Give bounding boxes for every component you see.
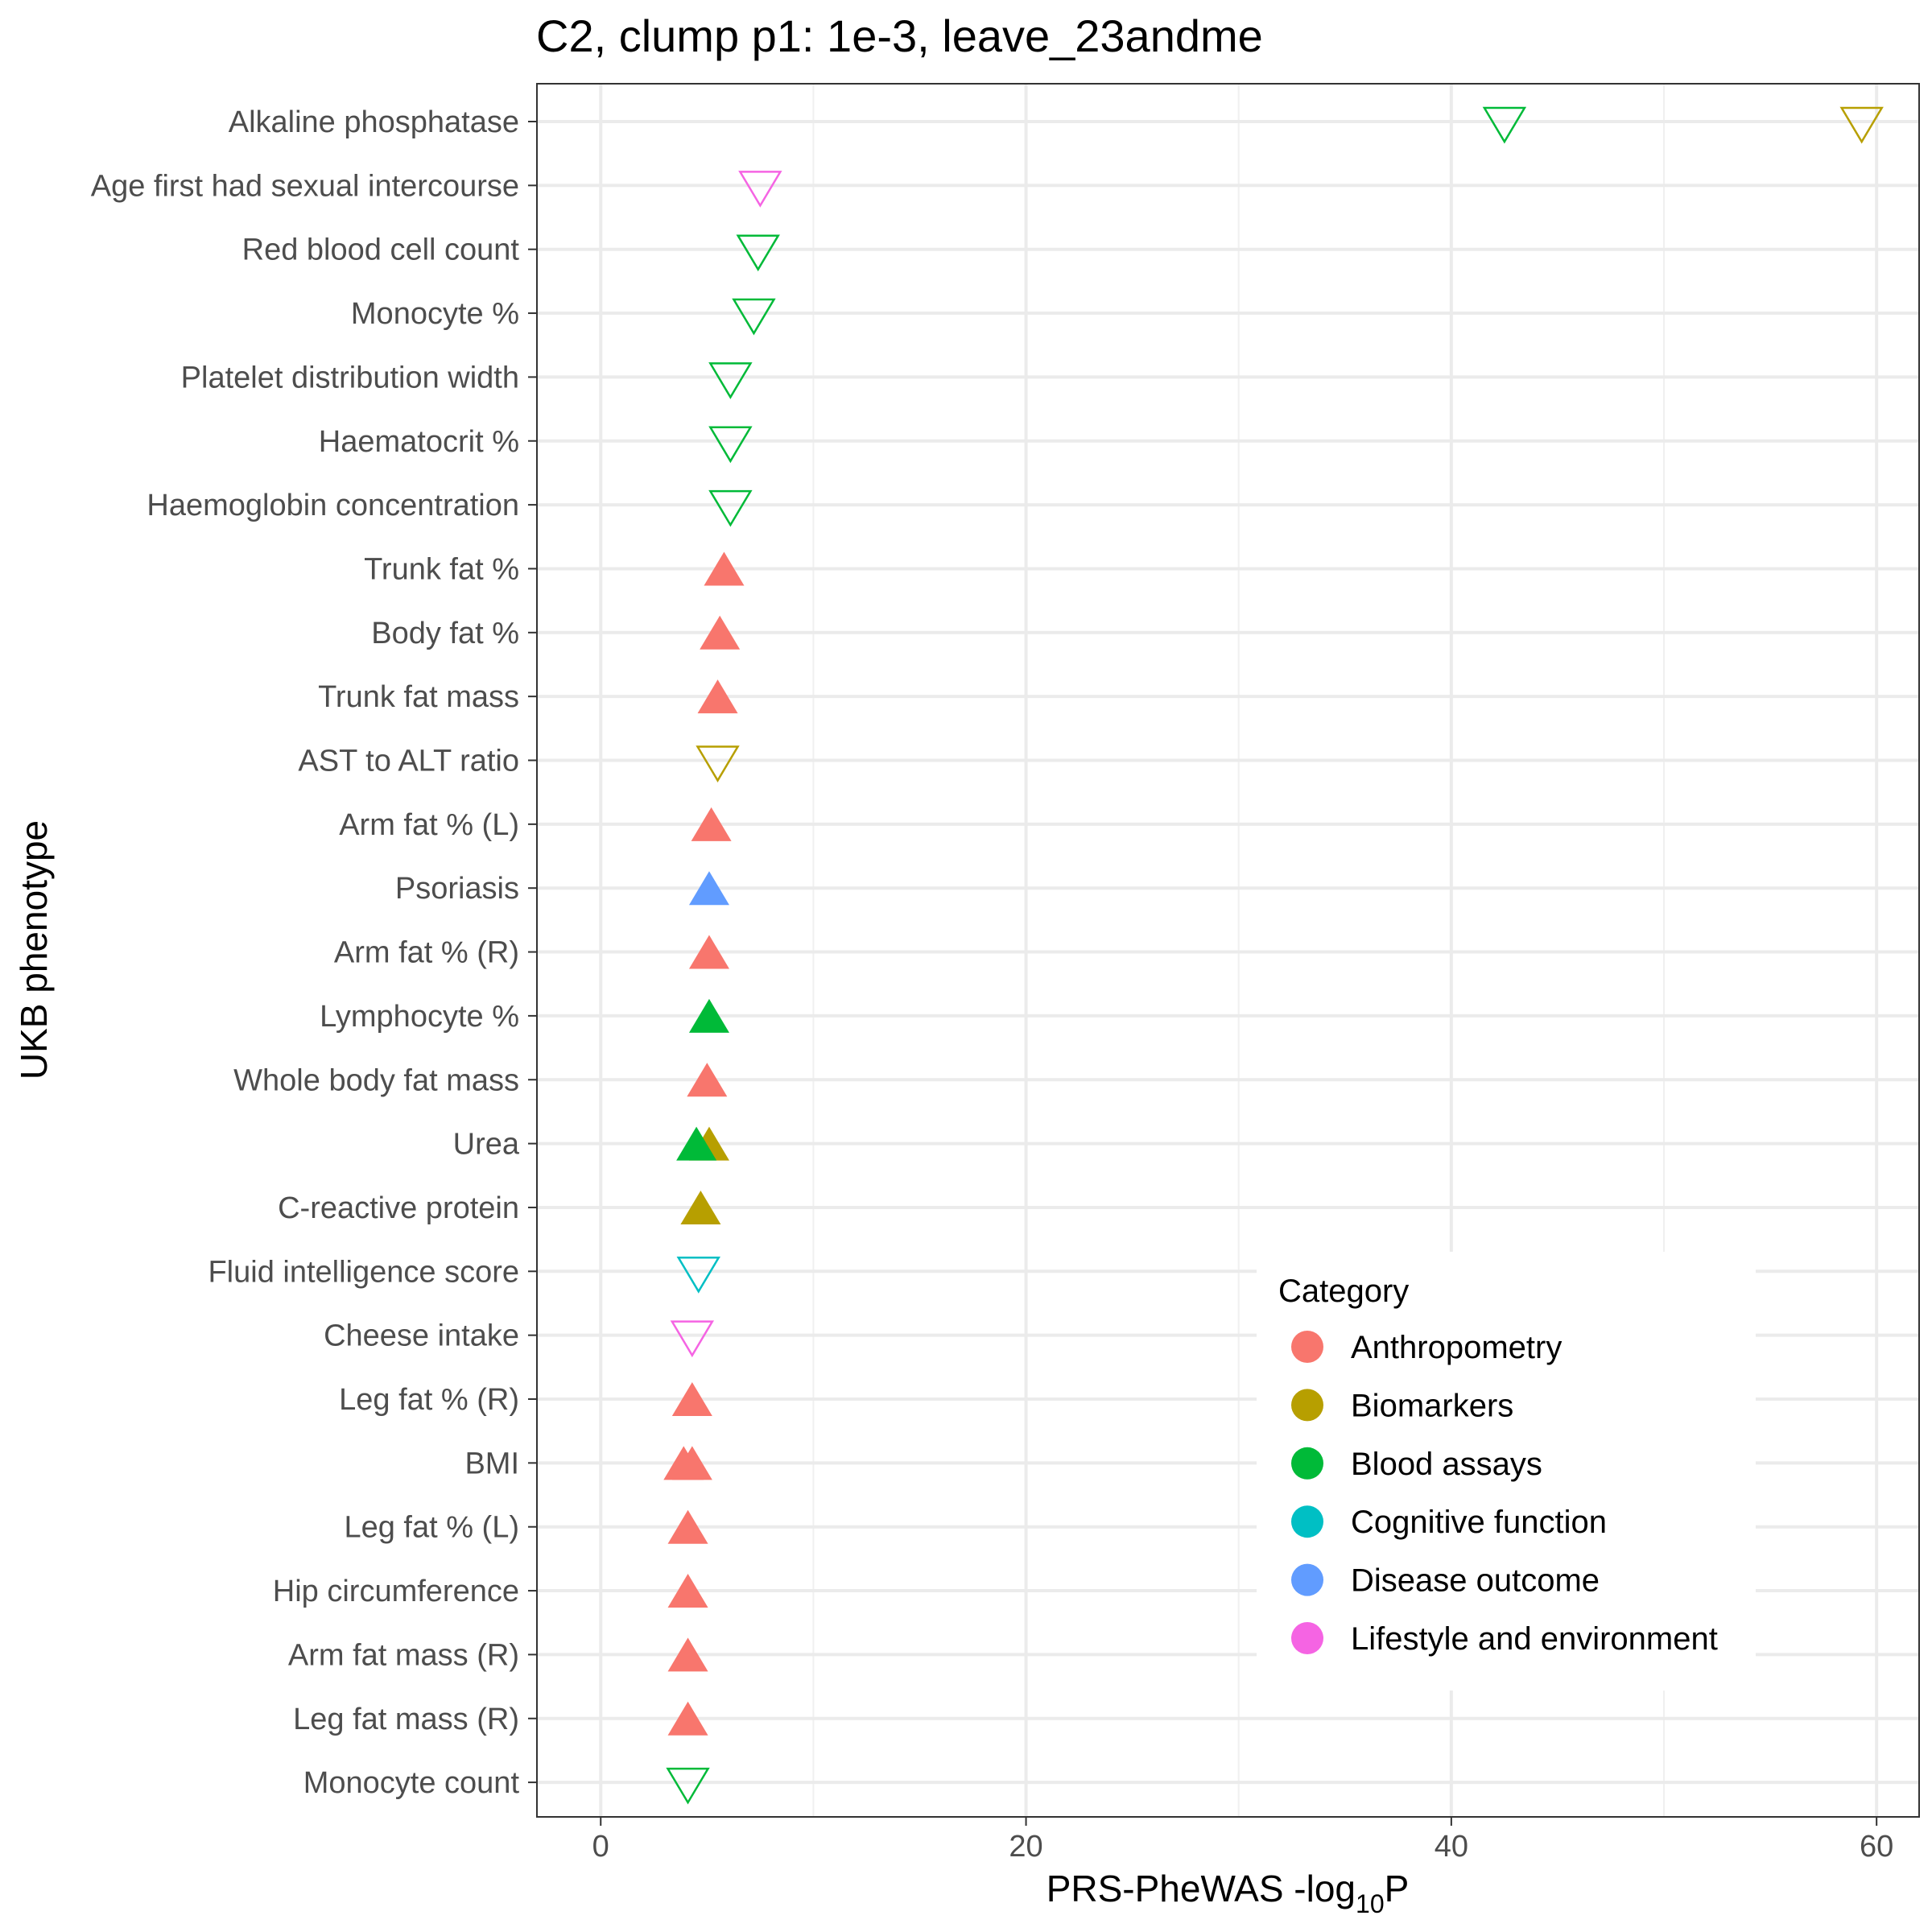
- x-axis-title-subscript: 10: [1356, 1889, 1385, 1918]
- legend-label: Blood assays: [1351, 1447, 1542, 1482]
- legend-key: [1291, 1389, 1323, 1422]
- legend-title: Category: [1278, 1274, 1409, 1309]
- y-tick-label: Fluid intelligence score: [208, 1255, 519, 1289]
- data-point: [667, 1509, 708, 1544]
- x-tick-label: 20: [1009, 1830, 1042, 1864]
- y-tick-label: Whole body fat mass: [233, 1063, 519, 1097]
- y-tick-label: Alkaline phosphatase: [229, 105, 519, 139]
- y-tick-label: BMI: [464, 1447, 519, 1480]
- legend-key: [1291, 1447, 1323, 1480]
- data-point: [691, 807, 732, 841]
- data-point: [663, 1446, 704, 1480]
- data-point: [1839, 106, 1884, 144]
- legend-box: [1257, 1252, 1756, 1690]
- data-point: [688, 935, 729, 969]
- y-tick-label: Cheese intake: [324, 1319, 519, 1353]
- chart-title: C2, clump p1: 1e-3, leave_23andme: [536, 10, 1263, 61]
- legend-key: [1291, 1622, 1323, 1654]
- y-tick-label: AST to ALT ratio: [298, 745, 519, 778]
- legend-label: Disease outcome: [1351, 1563, 1600, 1599]
- data-point: [687, 1063, 728, 1097]
- data-point: [676, 1126, 717, 1161]
- y-tick-label: Leg fat mass (R): [293, 1703, 519, 1736]
- panel-border: [536, 83, 1920, 1818]
- legend-key: [1291, 1505, 1323, 1538]
- data-point: [696, 745, 740, 782]
- y-tick-label: Leg fat % (L): [344, 1511, 519, 1545]
- x-axis-title-suffix: P: [1385, 1868, 1410, 1909]
- y-tick-label: Platelet distribution width: [181, 361, 519, 394]
- x-axis: 0 20 40 60: [592, 1817, 1893, 1864]
- legend-label: Biomarkers: [1351, 1388, 1513, 1423]
- y-tick-label: Trunk fat mass: [318, 680, 519, 714]
- y-tick-label: Red blood cell count: [242, 233, 520, 267]
- y-tick-label: Monocyte count: [303, 1766, 520, 1800]
- data-point: [667, 1574, 708, 1608]
- y-tick-label: Haemoglobin concentration: [147, 489, 519, 522]
- data-point: [704, 551, 745, 586]
- data-point: [708, 362, 753, 399]
- data-point: [667, 1637, 708, 1672]
- y-tick-label: Body fat %: [371, 617, 519, 650]
- data-point: [688, 998, 729, 1033]
- legend-label: Cognitive function: [1351, 1505, 1607, 1540]
- data-point: [680, 1190, 721, 1224]
- legend-key: [1291, 1331, 1323, 1363]
- y-tick-label: Haematocrit %: [319, 425, 519, 459]
- y-axis-title: UKB phenotype: [13, 820, 55, 1080]
- y-tick-label: Arm fat % (R): [334, 936, 519, 970]
- data-point: [738, 171, 782, 208]
- data-point: [697, 679, 738, 714]
- data-point: [736, 234, 780, 272]
- legend-key: [1291, 1563, 1323, 1596]
- y-tick-label: Trunk fat %: [364, 552, 519, 586]
- data-point: [666, 1767, 710, 1805]
- legend-label: Lifestyle and environment: [1351, 1621, 1718, 1657]
- y-axis: Alkaline phosphatase Age first had sexual…: [91, 105, 537, 1800]
- x-tick-label: 0: [592, 1830, 609, 1864]
- y-tick-label: Psoriasis: [395, 872, 519, 906]
- data-point: [676, 1257, 720, 1294]
- y-tick-label: Urea: [453, 1128, 520, 1162]
- data-point: [1482, 106, 1527, 144]
- data-point: [708, 426, 753, 464]
- y-tick-label: C-reactive protein: [278, 1191, 519, 1225]
- y-tick-label: Monocyte %: [351, 297, 519, 331]
- legend: Category Anthropometry Biomarkers Blood ass…: [1257, 1252, 1756, 1690]
- y-tick-label: Arm fat % (L): [339, 808, 519, 842]
- data-point: [670, 1320, 715, 1358]
- x-tick-label: 40: [1435, 1830, 1468, 1864]
- data-point: [732, 298, 776, 336]
- data-point: [667, 1701, 708, 1736]
- y-tick-label: Age first had sexual intercourse: [91, 169, 519, 203]
- data-point: [700, 615, 741, 650]
- y-tick-label: Arm fat mass (R): [288, 1638, 519, 1672]
- y-tick-label: Lymphocyte %: [320, 1000, 519, 1034]
- data-points: [663, 106, 1884, 1805]
- data-point: [708, 489, 753, 527]
- data-point: [671, 1382, 712, 1416]
- x-tick-label: 60: [1860, 1830, 1893, 1864]
- data-point: [688, 871, 729, 906]
- legend-label: Anthropometry: [1351, 1330, 1562, 1365]
- y-tick-label: Hip circumference: [273, 1575, 519, 1608]
- y-tick-label: Leg fat % (R): [339, 1383, 519, 1417]
- x-axis-title: PRS-PheWAS -log10P: [1046, 1868, 1410, 1918]
